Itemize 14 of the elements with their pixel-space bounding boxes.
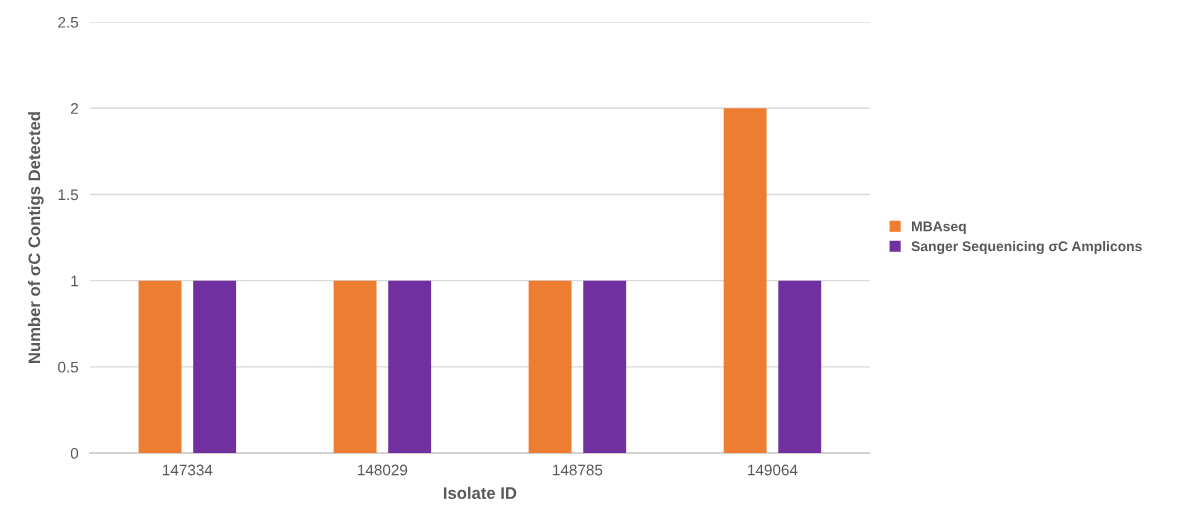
x-tick-label: 147334 [163, 464, 213, 476]
legend-label: Sanger Sequenicing σC Amplicons [911, 241, 1142, 255]
x-tick-label: 148029 [358, 464, 408, 476]
y-tick-label: 0 [70, 447, 79, 459]
legend-label: MBAseq [912, 221, 966, 235]
y-tick-label: 1 [71, 275, 78, 287]
x-tick-label: 149064 [748, 464, 798, 476]
y-tick-label: 1.5 [58, 189, 79, 201]
x-tick-label: 148785 [553, 464, 603, 476]
y-tick-label: 2 [70, 103, 78, 114]
y-tick-label: 0.5 [58, 361, 79, 373]
y-tick-label: 2.5 [58, 16, 79, 28]
y-axis-title: Number of σC Contigs Detected [27, 112, 44, 363]
x-axis-title: Isolate ID [443, 486, 517, 499]
